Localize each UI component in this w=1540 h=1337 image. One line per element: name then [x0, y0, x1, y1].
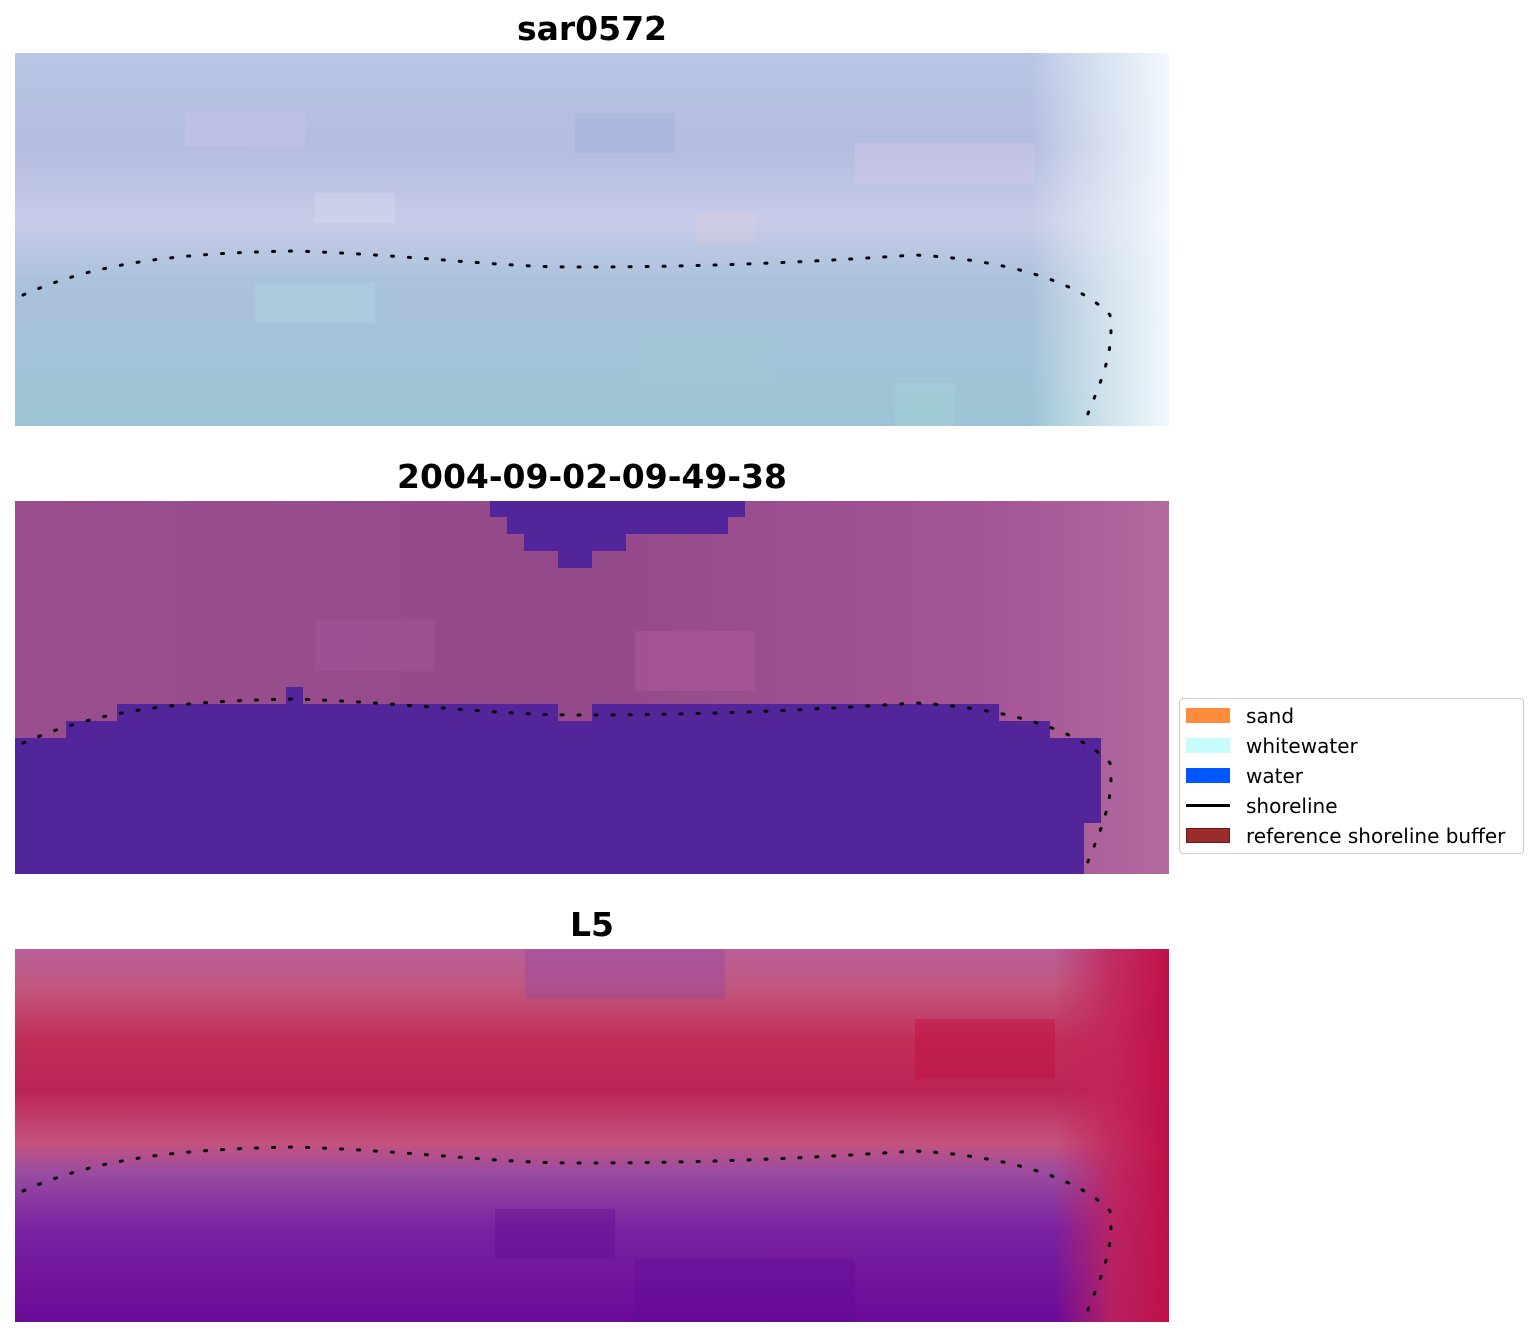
legend-label: water — [1246, 764, 1303, 788]
legend-label: whitewater — [1246, 734, 1358, 758]
rgb-image-panel — [15, 53, 1169, 426]
legend: sand whitewater water shoreline referenc… — [1179, 698, 1524, 854]
legend-item-reference-buffer: reference shoreline buffer — [1186, 823, 1522, 849]
index-image-panel — [15, 949, 1169, 1322]
legend-label: reference shoreline buffer — [1246, 824, 1506, 848]
legend-item-shoreline: shoreline — [1186, 793, 1522, 819]
whitewater-swatch — [1186, 738, 1230, 753]
reference-buffer-swatch — [1186, 828, 1230, 843]
legend-label: shoreline — [1246, 794, 1338, 818]
classified-image-panel — [15, 501, 1169, 874]
water-swatch — [1186, 768, 1230, 783]
legend-label: sand — [1246, 704, 1295, 728]
shoreline-line-icon — [1186, 804, 1230, 807]
legend-item-sand: sand — [1186, 703, 1522, 729]
water-mask — [15, 501, 1101, 874]
legend-item-water: water — [1186, 763, 1522, 789]
panel-title-rgb: sar0572 — [516, 9, 668, 48]
legend-item-whitewater: whitewater — [1186, 733, 1522, 759]
pixel-texture — [185, 113, 1035, 426]
sand-swatch — [1186, 708, 1230, 723]
panel-title-date: 2004-09-02-09-49-38 — [397, 457, 787, 496]
panel-title-index: L5 — [570, 905, 614, 944]
